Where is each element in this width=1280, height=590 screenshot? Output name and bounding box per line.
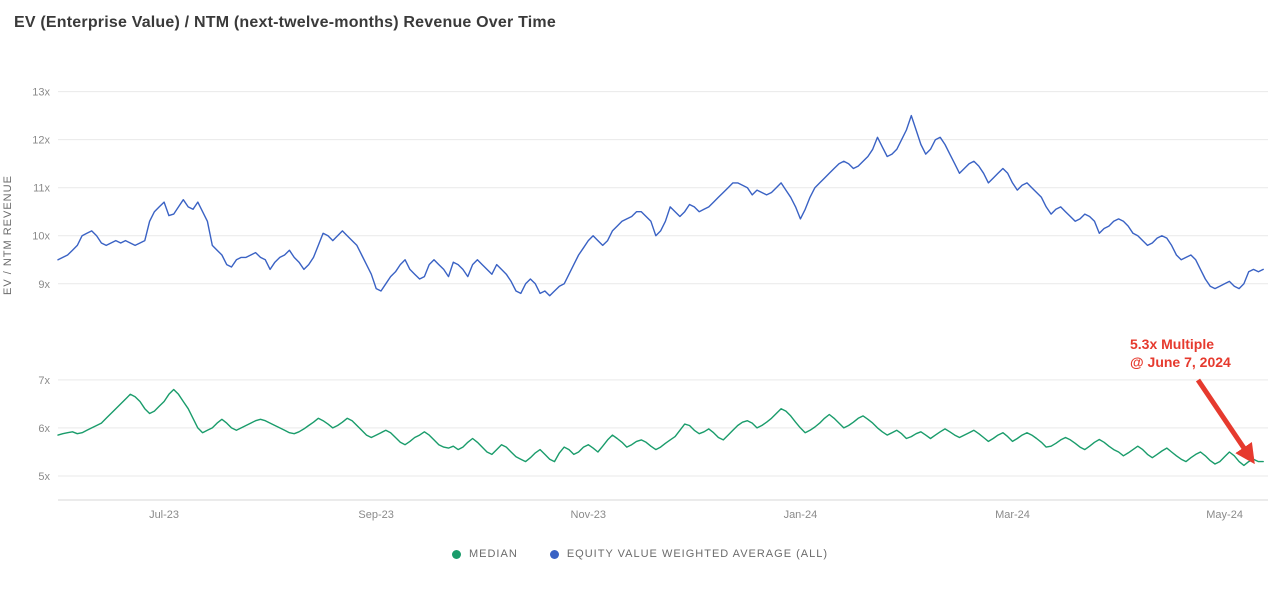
legend: MEDIAN EQUITY VALUE WEIGHTED AVERAGE (AL… — [0, 548, 1280, 562]
legend-dot-icon — [452, 550, 461, 559]
chart-svg: 5x 6x 7x 9x 10x 11x 12x 13x Jul-23 Sep-23 Nov-23 Ja… — [0, 0, 1280, 590]
svg-text:6x: 6x — [38, 423, 50, 435]
svg-text:Jan-24: Jan-24 — [784, 509, 818, 521]
legend-label: EQUITY VALUE WEIGHTED AVERAGE (ALL) — [567, 548, 828, 560]
legend-item-weighted: EQUITY VALUE WEIGHTED AVERAGE (ALL) — [550, 548, 828, 560]
annotation-callout: 5.3x Multiple @ June 7, 2024 — [1130, 336, 1231, 371]
legend-item-median: MEDIAN — [452, 548, 518, 560]
svg-text:12x: 12x — [32, 135, 50, 147]
svg-text:Nov-23: Nov-23 — [571, 509, 606, 521]
svg-text:Jul-23: Jul-23 — [149, 509, 179, 521]
legend-label: MEDIAN — [469, 548, 518, 560]
svg-text:7x: 7x — [38, 375, 50, 387]
svg-text:Sep-23: Sep-23 — [358, 509, 393, 521]
svg-text:Mar-24: Mar-24 — [995, 509, 1030, 521]
legend-dot-icon — [550, 550, 559, 559]
svg-text:11x: 11x — [33, 183, 50, 195]
svg-text:5x: 5x — [38, 471, 50, 483]
svg-text:13x: 13x — [32, 87, 50, 99]
chart-area: 5x 6x 7x 9x 10x 11x 12x 13x Jul-23 Sep-23 Nov-23 Ja… — [0, 0, 1280, 590]
annotation-line2: @ June 7, 2024 — [1130, 354, 1231, 370]
svg-text:May-24: May-24 — [1206, 509, 1243, 521]
svg-text:9x: 9x — [38, 279, 50, 291]
svg-text:10x: 10x — [32, 231, 50, 243]
annotation-line1: 5.3x Multiple — [1130, 336, 1214, 352]
